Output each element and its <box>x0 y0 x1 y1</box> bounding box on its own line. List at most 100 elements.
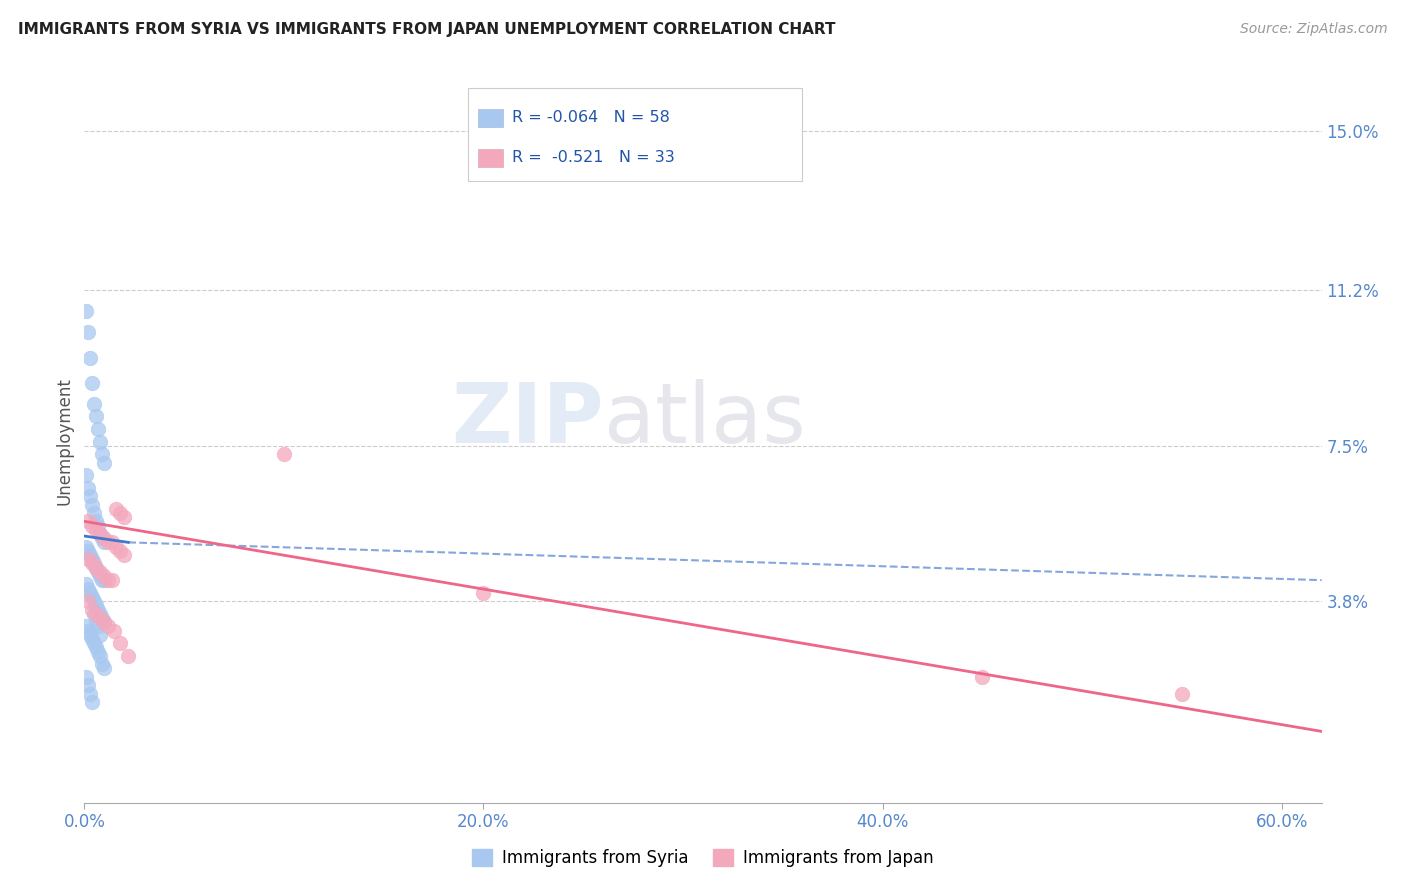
Point <box>86 599 108 613</box>
Point <box>89 611 111 625</box>
Point <box>82 632 104 646</box>
Point <box>77 624 100 638</box>
Point <box>97 535 120 549</box>
Text: IMMIGRANTS FROM SYRIA VS IMMIGRANTS FROM JAPAN UNEMPLOYMENT CORRELATION CHART: IMMIGRANTS FROM SYRIA VS IMMIGRANTS FROM… <box>18 22 835 37</box>
Point <box>83 607 105 621</box>
Point <box>89 648 111 663</box>
Point <box>273 447 295 461</box>
Text: R =  -0.521   N = 33: R = -0.521 N = 33 <box>512 151 675 165</box>
Point <box>972 670 994 684</box>
Point <box>77 678 100 692</box>
Point <box>77 543 100 558</box>
FancyBboxPatch shape <box>468 87 801 181</box>
Point <box>82 376 104 390</box>
Point <box>86 560 108 574</box>
Point <box>77 514 100 528</box>
Point <box>79 586 101 600</box>
Point <box>86 560 108 574</box>
Point <box>86 640 108 655</box>
Point <box>110 543 132 558</box>
Point <box>89 607 111 621</box>
Point <box>1171 687 1194 701</box>
Point <box>87 619 110 633</box>
Point <box>89 434 111 449</box>
Point <box>75 304 97 318</box>
Point <box>82 695 104 709</box>
Y-axis label: Unemployment: Unemployment <box>55 377 73 506</box>
Point <box>87 518 110 533</box>
Point <box>77 594 100 608</box>
Point <box>83 557 105 571</box>
Point <box>83 397 105 411</box>
Point <box>87 644 110 658</box>
Point <box>112 510 135 524</box>
Text: Source: ZipAtlas.com: Source: ZipAtlas.com <box>1240 22 1388 37</box>
Point <box>93 535 115 549</box>
Point <box>77 481 100 495</box>
Point <box>87 422 110 436</box>
Point <box>75 540 97 554</box>
Point <box>105 540 128 554</box>
FancyBboxPatch shape <box>478 109 502 127</box>
Point <box>101 535 124 549</box>
Point <box>112 548 135 562</box>
Point <box>75 619 97 633</box>
Point <box>86 514 108 528</box>
Point <box>79 628 101 642</box>
Point <box>97 619 120 633</box>
Point <box>82 602 104 616</box>
Point <box>79 548 101 562</box>
Point <box>89 569 111 583</box>
Point <box>79 687 101 701</box>
Point <box>83 594 105 608</box>
Point <box>83 506 105 520</box>
Point <box>82 552 104 566</box>
Text: ZIP: ZIP <box>451 379 605 460</box>
Point <box>91 573 114 587</box>
Point <box>91 447 114 461</box>
Point <box>82 518 104 533</box>
Point <box>472 586 495 600</box>
Point <box>105 501 128 516</box>
Point <box>101 573 124 587</box>
Point <box>75 670 97 684</box>
Point <box>83 636 105 650</box>
Point <box>79 489 101 503</box>
Point <box>79 351 101 365</box>
Point <box>117 648 139 663</box>
Text: atlas: atlas <box>605 379 806 460</box>
Point <box>89 565 111 579</box>
Point <box>93 661 115 675</box>
Point <box>87 602 110 616</box>
Point <box>93 573 115 587</box>
Point <box>97 573 120 587</box>
Point <box>93 456 115 470</box>
Text: R = -0.064   N = 58: R = -0.064 N = 58 <box>512 110 671 125</box>
Point <box>93 615 115 630</box>
Point <box>93 531 115 545</box>
Point <box>77 552 100 566</box>
Point <box>91 657 114 672</box>
Legend: Immigrants from Syria, Immigrants from Japan: Immigrants from Syria, Immigrants from J… <box>465 842 941 874</box>
Point <box>87 565 110 579</box>
Point <box>86 523 108 537</box>
FancyBboxPatch shape <box>478 149 502 167</box>
Point <box>89 628 111 642</box>
Point <box>91 531 114 545</box>
Point <box>82 590 104 604</box>
Point <box>86 615 108 630</box>
Point <box>82 557 104 571</box>
Point <box>75 468 97 483</box>
Point <box>89 527 111 541</box>
Point <box>93 615 115 630</box>
Point <box>110 506 132 520</box>
Point <box>103 624 125 638</box>
Point <box>86 409 108 424</box>
Point <box>82 498 104 512</box>
Point <box>77 582 100 596</box>
Point <box>110 636 132 650</box>
Point <box>91 611 114 625</box>
Point <box>93 569 115 583</box>
Point <box>75 577 97 591</box>
Point <box>89 527 111 541</box>
